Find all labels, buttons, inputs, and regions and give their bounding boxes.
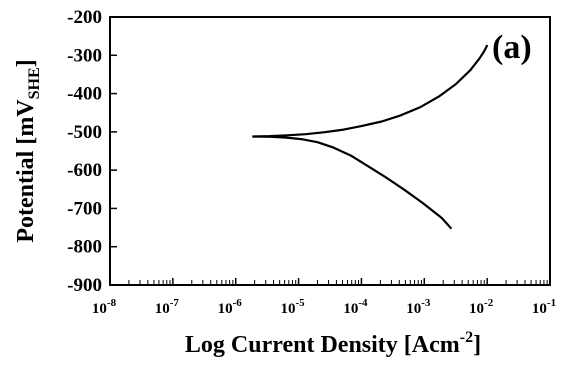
series-line <box>252 135 453 230</box>
series-group <box>252 44 489 230</box>
y-axis-title: Potential [mVSHE] <box>13 59 43 242</box>
x-axis-minor-ticks <box>128 280 548 285</box>
y-tick-label: -700 <box>67 198 102 219</box>
panel-label: (a) <box>492 29 532 66</box>
x-axis-ticks: 10-8 10-7 10-6 10-5 10-4 10-3 10-2 10-1 <box>92 278 556 317</box>
x-tick-label: 10-1 <box>532 297 556 317</box>
y-tick-label: -500 <box>67 122 102 143</box>
x-tick-label: 10-5 <box>280 297 305 317</box>
y-tick-label: -600 <box>67 160 102 181</box>
y-tick-label: -900 <box>67 275 102 296</box>
x-tick-label: 10-3 <box>406 297 431 317</box>
series-line <box>252 44 489 138</box>
plot-area-frame <box>109 16 551 286</box>
x-tick-label: 10-4 <box>343 297 368 317</box>
y-tick-label: -300 <box>67 45 102 66</box>
x-tick-label: 10-8 <box>92 297 117 317</box>
x-tick-label: 10-6 <box>218 297 243 317</box>
y-tick-label: -200 <box>67 7 102 28</box>
x-tick-label: 10-7 <box>155 297 180 317</box>
x-tick-label: 10-2 <box>469 297 494 317</box>
y-tick-label: -800 <box>67 237 102 258</box>
y-axis-ticks: -200 -300 -400 -500 -600 -700 -800 -900 <box>67 7 117 296</box>
x-axis-title: Log Current Density [Acm-2] <box>185 329 481 358</box>
y-tick-label: -400 <box>67 84 102 105</box>
